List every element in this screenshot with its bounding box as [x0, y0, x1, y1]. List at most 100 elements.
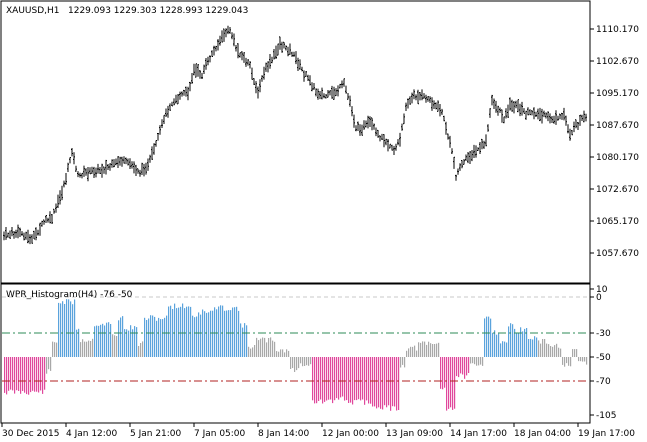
indicator-pane[interactable]: WPR_Histogram(H4) -76 -50: [0, 283, 591, 424]
histogram-bar: [518, 332, 520, 357]
price-bar: [407, 98, 409, 109]
histogram-bar: [54, 342, 56, 357]
price-bar: [5, 227, 7, 240]
price-bar: [525, 110, 527, 120]
histogram-bar: [418, 342, 420, 357]
histogram-bar: [136, 327, 138, 357]
histogram-bar: [574, 349, 576, 357]
price-bar: [183, 89, 185, 96]
price-bar: [565, 115, 567, 126]
price-bar: [217, 39, 219, 51]
price-bar: [115, 158, 117, 166]
price-bar: [579, 114, 581, 126]
price-bar: [83, 165, 85, 177]
time-axis[interactable]: 30 Dec 2015 4 Jan 12:00 5 Jan 21:00 7 Ja…: [1, 422, 635, 439]
histogram-bar: [62, 301, 64, 357]
price-bar: [197, 64, 199, 77]
histogram-bar: [364, 357, 366, 405]
histogram-bar: [164, 317, 166, 357]
histogram-bar: [436, 343, 438, 357]
time-label: 12 Jan 00:00: [322, 429, 379, 439]
histogram-bar: [120, 317, 122, 357]
histogram-bar: [8, 357, 10, 391]
price-bar: [379, 135, 381, 142]
histogram-bar: [510, 323, 512, 357]
histogram-bar: [282, 349, 284, 357]
histogram-bar: [466, 357, 468, 376]
histogram-bar: [204, 311, 206, 357]
histogram-bar: [324, 357, 326, 402]
price-bar: [33, 230, 35, 240]
price-bar: [475, 145, 477, 158]
indicator-scale[interactable]: 10 0 -30 -50 -70 -105: [590, 285, 616, 421]
histogram-bar: [244, 323, 246, 357]
price-bar: [93, 166, 95, 178]
price-bar: [199, 70, 201, 79]
price-bar: [129, 158, 131, 169]
histogram-bar: [550, 346, 552, 357]
histogram-bar: [382, 357, 384, 410]
histogram-bar: [50, 357, 52, 371]
histogram-bar: [384, 357, 386, 406]
price-bar: [31, 234, 33, 244]
price-bar: [127, 158, 129, 166]
histogram-bar: [276, 351, 278, 357]
histogram-bar: [376, 357, 378, 409]
price-bar: [333, 86, 335, 100]
histogram-bar: [422, 341, 424, 357]
price-bar: [55, 203, 57, 213]
price-bar: [371, 117, 373, 131]
histogram-bar: [84, 341, 86, 357]
histogram-bar: [56, 342, 58, 357]
price-bar: [273, 49, 275, 60]
price-bar: [191, 73, 193, 84]
price-bar: [337, 85, 339, 97]
histogram-bar: [40, 357, 42, 391]
price-bar: [461, 160, 463, 169]
price-bar: [497, 105, 499, 116]
price-bar: [531, 110, 533, 116]
histogram-bar: [540, 343, 542, 357]
price-bar: [429, 96, 431, 103]
histogram-bar: [24, 357, 26, 393]
price-bar: [427, 96, 429, 102]
price-bar: [477, 147, 479, 151]
histogram-bar: [168, 306, 170, 357]
price-bar: [305, 71, 307, 77]
price-bar: [487, 124, 489, 132]
histogram-bar: [448, 357, 450, 409]
price-bar: [123, 156, 125, 164]
histogram-bar: [264, 337, 266, 357]
price-bar: [391, 144, 393, 151]
histogram-bar: [458, 357, 460, 378]
price-bar: [561, 112, 563, 120]
histogram-bar: [392, 357, 394, 407]
price-scale[interactable]: 1110.170 1102.670 1095.170 1087.670 1080…: [590, 25, 639, 259]
price-bar: [95, 167, 97, 178]
histogram-bar: [576, 349, 578, 357]
price-bar: [255, 81, 257, 94]
price-bar: [181, 91, 183, 97]
price-bar: [63, 180, 65, 188]
histogram-bar: [58, 302, 60, 357]
price-pane[interactable]: XAUUSD,H1 1229.093 1229.303 1228.993 122…: [0, 0, 591, 284]
histogram-bar: [214, 307, 216, 357]
price-bar: [347, 93, 349, 100]
histogram-bar: [568, 357, 570, 366]
histogram-bar: [386, 357, 388, 408]
price-bar: [383, 134, 385, 148]
price-bar: [173, 98, 175, 106]
price-bar: [97, 163, 99, 174]
price-bar: [193, 63, 195, 76]
price-bar: [39, 222, 41, 236]
histogram-bar: [130, 325, 132, 357]
price-bar: [311, 82, 313, 92]
price-bar: [49, 211, 51, 224]
histogram-bar: [430, 343, 432, 357]
histogram-bar: [556, 343, 558, 357]
price-bar: [25, 231, 27, 240]
histogram-bar: [464, 357, 466, 379]
price-bar: [51, 214, 53, 224]
histogram-bar: [202, 309, 204, 357]
